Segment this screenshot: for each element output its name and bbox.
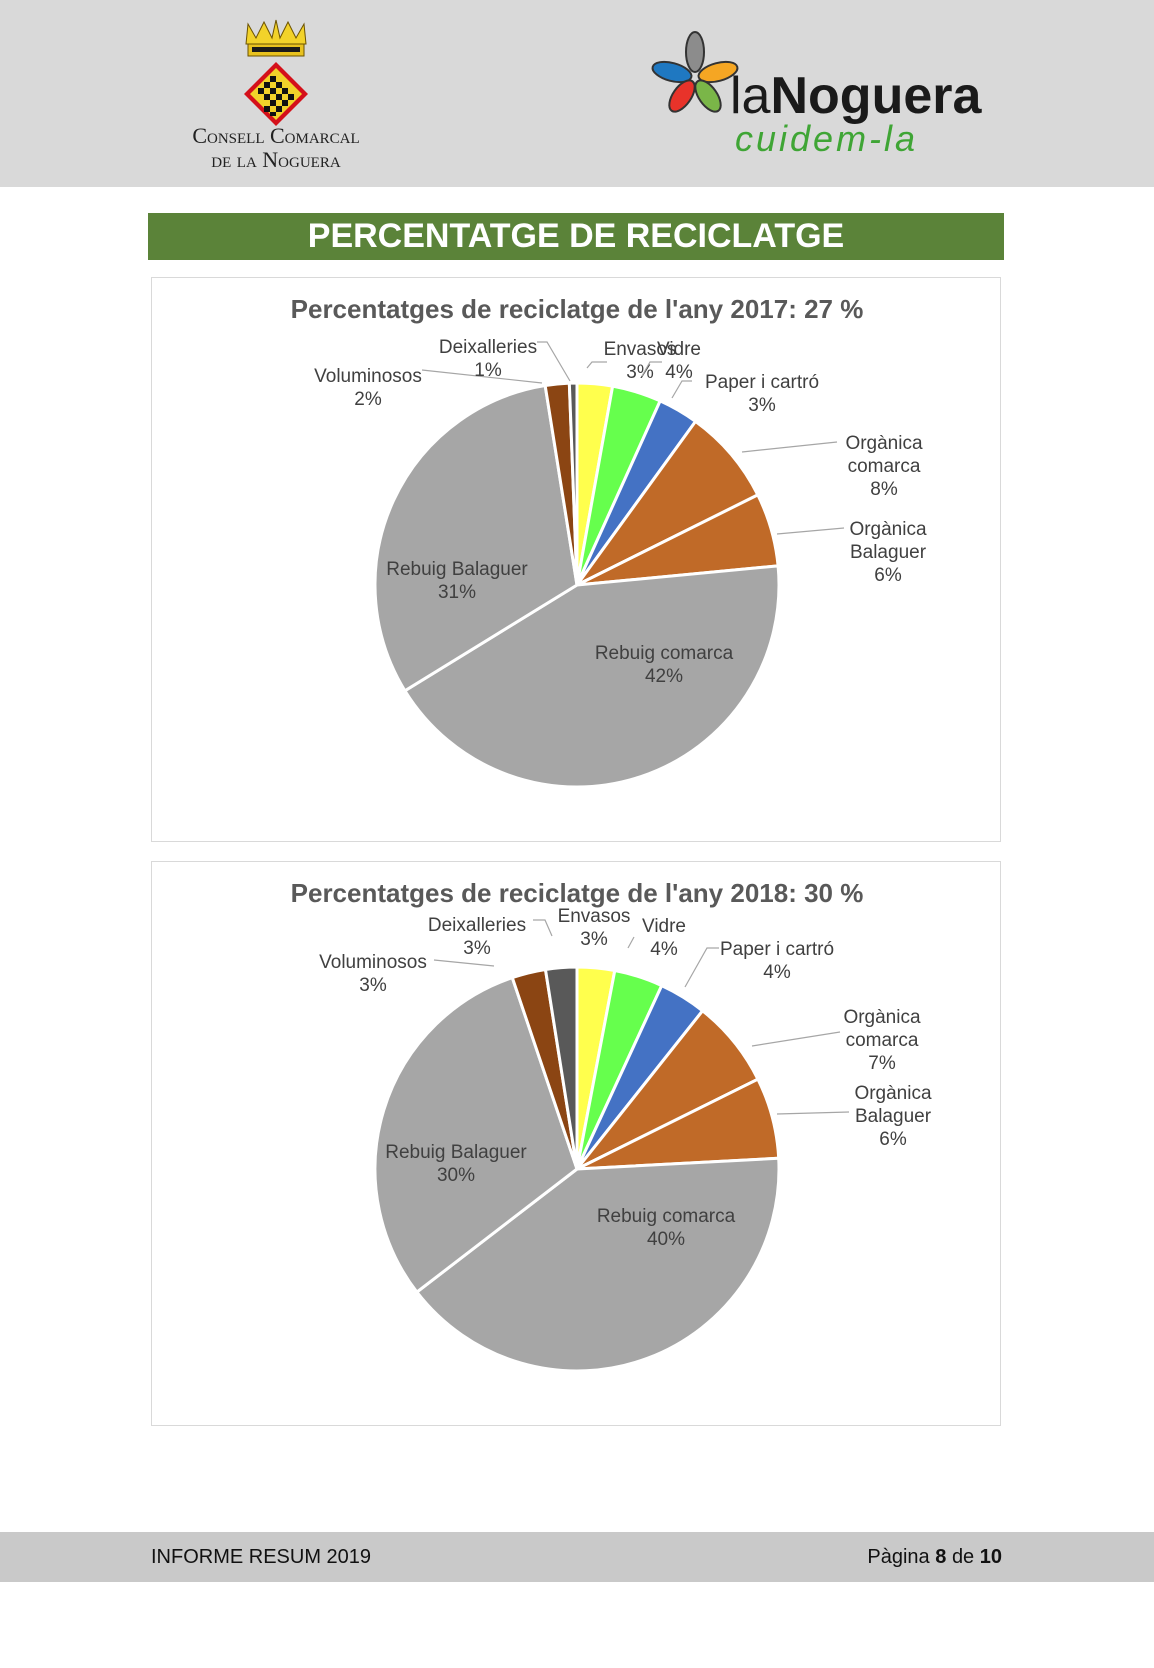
category-label-rebuig-balaguer: Rebuig Balaguer <box>385 1142 527 1163</box>
leader-line-org-nica-balaguer <box>776 1111 850 1115</box>
category-label-vidre: Vidre <box>642 916 686 937</box>
page-sep: de <box>951 1546 975 1568</box>
data-label-vidre: 4% <box>665 362 693 383</box>
data-label-org-nica-comarca: 7% <box>868 1053 896 1074</box>
data-label-rebuig-balaguer: 31% <box>438 582 476 603</box>
consell-comarcal-shield-logo <box>244 19 308 126</box>
category-label-org-nica-balaguer: Balaguer <box>855 1106 932 1127</box>
category-label-paper-i-cartr: Paper i cartró <box>720 939 834 960</box>
pie-slice-rebuig-balaguer <box>373 383 579 693</box>
category-label-rebuig-comarca: Rebuig comarca <box>597 1206 736 1227</box>
la-noguera-logo-la: la <box>730 67 771 125</box>
data-label-org-nica-comarca: 8% <box>870 479 898 500</box>
category-label-voluminosos: Voluminosos <box>319 952 427 973</box>
la-noguera-flower-icon <box>651 31 739 113</box>
data-label-rebuig-comarca: 40% <box>647 1229 685 1250</box>
pie-slice-deixalleries <box>543 965 579 1170</box>
data-label-rebuig-balaguer: 30% <box>437 1165 475 1186</box>
data-label-envasos: 3% <box>580 929 608 950</box>
la-noguera-slogan: cuidem-la <box>735 118 919 159</box>
chart-title: Percentatges de reciclatge de l'any 2018… <box>291 878 864 908</box>
category-label-rebuig-comarca: Rebuig comarca <box>595 643 734 664</box>
category-label-envasos: Envasos <box>558 906 631 927</box>
category-label-org-nica-comarca: Orgànica <box>843 1007 921 1028</box>
category-label-rebuig-balaguer: Rebuig Balaguer <box>386 559 528 580</box>
pie-slice-org-nica-comarca <box>575 419 760 587</box>
data-label-envasos: 3% <box>626 362 654 383</box>
consell-comarcal-line-2: de la Noguera <box>211 147 341 172</box>
leader-line-voluminosos <box>421 369 543 384</box>
leader-line-deixalleries <box>537 341 571 382</box>
leader-line-org-nica-comarca <box>751 1031 841 1047</box>
data-label-rebuig-comarca: 42% <box>645 666 683 687</box>
leader-line-deixalleries <box>533 919 553 937</box>
page-current: 8 <box>935 1546 947 1568</box>
leader-line-vidre <box>641 361 662 377</box>
consell-comarcal-line-1: Consell Comarcal <box>192 123 360 148</box>
page-footer: INFORME RESUM 2019 Pàgina 8 de 10 <box>0 1532 1154 1582</box>
data-label-voluminosos: 3% <box>359 975 387 996</box>
pie-chart-2018: Percentatges de reciclatge de l'any 2018… <box>151 861 1001 1426</box>
leader-line-paper-i-cartr <box>684 947 719 988</box>
pie-slice-rebuig-comarca <box>402 564 781 789</box>
data-label-org-nica-balaguer: 6% <box>874 565 902 586</box>
category-label-deixalleries: Deixalleries <box>428 915 526 936</box>
category-label-org-nica-balaguer: Balaguer <box>850 542 927 563</box>
pie-chart-2018-svg: Percentatges de reciclatge de l'any 2018… <box>291 878 932 1373</box>
page-total: 10 <box>979 1546 1002 1568</box>
la-noguera-logo-noguera: Noguera <box>770 67 982 125</box>
data-label-paper-i-cartr: 3% <box>748 395 776 416</box>
data-label-paper-i-cartr: 4% <box>763 962 791 983</box>
category-label-deixalleries: Deixalleries <box>439 337 537 358</box>
la-noguera-logo-text: laNoguera <box>730 66 981 126</box>
report-title: INFORME RESUM 2019 <box>151 1546 372 1568</box>
category-label-voluminosos: Voluminosos <box>314 366 422 387</box>
pie-chart-2017: Percentatges de reciclatge de l'any 2017… <box>151 277 1001 842</box>
leader-line-voluminosos <box>433 959 495 967</box>
leader-line-org-nica-comarca <box>741 441 838 453</box>
chart-title: Percentatges de reciclatge de l'any 2017… <box>291 294 864 324</box>
data-label-deixalleries: 3% <box>463 938 491 959</box>
page-number: Pàgina 8 de 10 <box>867 1546 1002 1569</box>
category-label-paper-i-cartr: Paper i cartró <box>705 372 819 393</box>
section-title: PERCENTATGE DE RECICLATGE <box>148 213 1004 260</box>
category-label-org-nica-balaguer: Orgànica <box>849 519 927 540</box>
category-label-vidre: Vidre <box>657 339 701 360</box>
pie-slice-rebuig-comarca <box>414 1156 781 1373</box>
consell-comarcal-name: Consell Comarcal de la Noguera <box>164 124 388 172</box>
pie-slice-deixalleries <box>567 381 579 586</box>
data-label-deixalleries: 1% <box>474 360 502 381</box>
data-label-org-nica-balaguer: 6% <box>879 1129 907 1150</box>
category-label-org-nica-comarca: Orgànica <box>845 433 923 454</box>
page-prefix: Pàgina <box>867 1546 930 1568</box>
category-label-org-nica-comarca: comarca <box>846 1030 919 1051</box>
category-label-envasos: Envasos <box>604 339 677 360</box>
category-label-org-nica-balaguer: Orgànica <box>854 1083 932 1104</box>
leader-line-org-nica-balaguer <box>776 527 845 535</box>
leader-line-vidre <box>627 936 635 949</box>
category-label-org-nica-comarca: comarca <box>848 456 921 477</box>
pie-slice-rebuig-balaguer <box>373 975 579 1295</box>
data-label-vidre: 4% <box>650 939 678 960</box>
leader-line-paper-i-cartr <box>671 380 692 399</box>
leader-line-envasos <box>586 361 607 369</box>
pie-chart-2017-svg: Percentatges de reciclatge de l'any 2017… <box>291 294 927 789</box>
page-header: Consell Comarcal de la Noguera laNoguera… <box>0 0 1154 187</box>
data-label-voluminosos: 2% <box>354 389 382 410</box>
